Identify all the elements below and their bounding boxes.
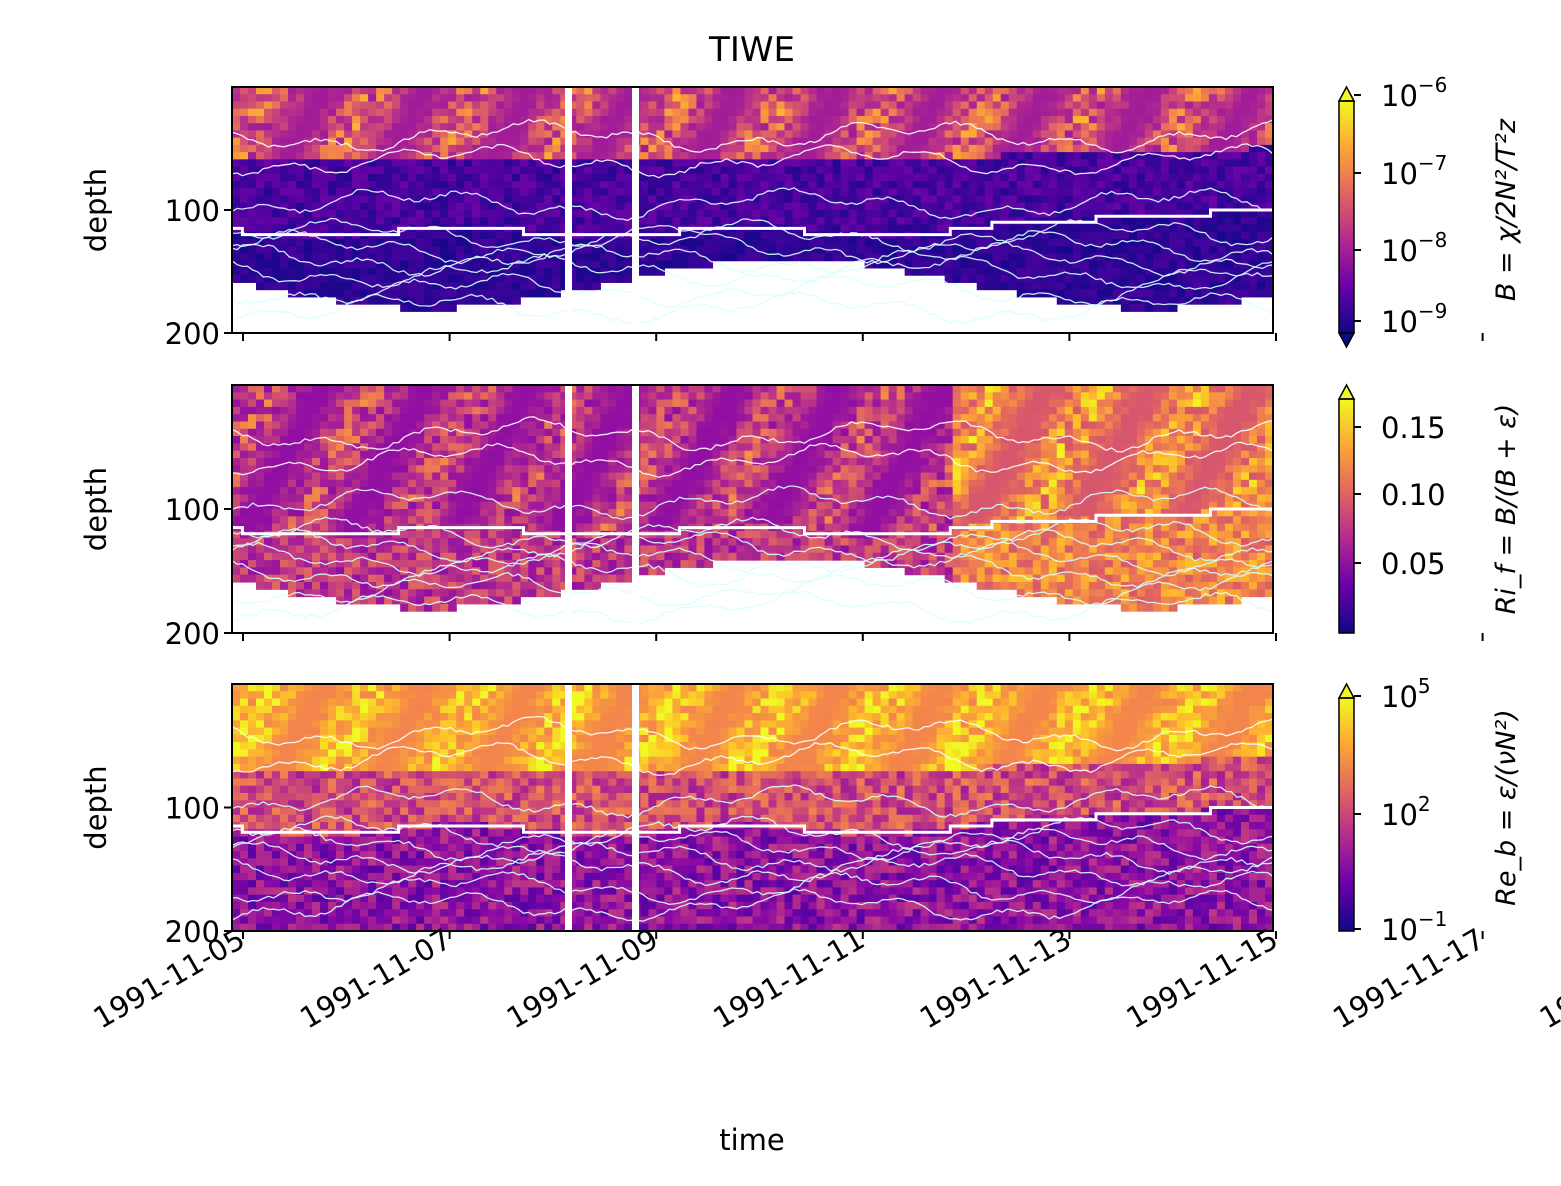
y-tick-label: 100 — [165, 194, 220, 228]
y-axis-label: depth — [79, 467, 113, 551]
mixed-layer-line — [232, 507, 1273, 536]
colorbar-2: 0.15 0.10 0.05 Ri_f = B/(B + ε) — [1337, 383, 1522, 634]
y-tick-label: 200 — [165, 915, 220, 949]
y-axis-label: depth — [79, 168, 113, 252]
data-gap — [565, 87, 572, 333]
y-tick-label: 200 — [165, 317, 220, 351]
mixed-layer-line — [232, 806, 1273, 834]
panel-3: 100 200 depth 105 102 10−1 Re_b = ε/(νN²) — [79, 674, 1522, 949]
colorbar-tick-label: 0.10 — [1381, 478, 1446, 512]
colorbar-tick-label: 0.15 — [1381, 411, 1446, 445]
data-gap — [632, 684, 639, 931]
x-tick-label: 1991-11-13 — [914, 922, 1077, 1036]
colorbar-label: Ri_f = B/(B + ε) — [1491, 404, 1522, 615]
colorbar-tick-label: 102 — [1381, 792, 1431, 832]
x-tick-label: 1991-11-11 — [707, 922, 870, 1036]
x-tick-label: 1991-11-15 — [1121, 922, 1284, 1036]
colorbar-tick-label: 0.05 — [1381, 547, 1446, 581]
colorbar-tick-label: 10−9 — [1381, 299, 1447, 339]
y-tick-label: 200 — [165, 617, 220, 651]
colorbar-3: 105 102 10−1 Re_b = ε/(νN²) — [1337, 674, 1522, 947]
data-gap — [565, 385, 572, 633]
colorbar-label: B = χ/2N²/T²z — [1491, 118, 1522, 301]
panel-1: 100 200 depth 10−6 10−7 10−8 10−9 B = χ/2N²/T²z — [79, 73, 1522, 351]
colorbar-tick-label: 10−8 — [1381, 228, 1447, 268]
figure-title: TIWE — [708, 30, 795, 70]
colorbar-tick-label: 10−7 — [1381, 151, 1447, 191]
mixed-layer-line — [232, 208, 1273, 237]
data-gap — [632, 385, 639, 633]
heatmap-cells — [232, 684, 1274, 932]
x-tick-label: 1991-11-09 — [501, 922, 664, 1036]
data-gap — [565, 684, 572, 931]
colorbar-tick-label: 10−6 — [1381, 73, 1447, 113]
colorbar-tick-label: 10−1 — [1381, 907, 1447, 947]
isopycnal-contours — [231, 715, 1274, 922]
y-tick-label: 100 — [165, 493, 220, 527]
isopycnal-contours — [231, 416, 1274, 624]
colorbar-1: 10−6 10−7 10−8 10−9 B = χ/2N²/T²z — [1337, 73, 1522, 349]
x-tick-label: 1991-11-19 — [1534, 922, 1561, 1036]
colorbar-label: Re_b = ε/(νN²) — [1491, 709, 1522, 906]
y-axis-label: depth — [79, 765, 113, 849]
data-gap — [632, 87, 639, 333]
y-tick-label: 100 — [165, 792, 220, 826]
isopycnal-contours — [231, 118, 1274, 325]
panel-2: 100 200 depth 0.15 0.10 0.05 Ri_f = B/(B + ε) — [79, 383, 1522, 651]
x-tick-label: 1991-11-07 — [294, 922, 457, 1036]
colorbar-tick-label: 105 — [1381, 674, 1431, 714]
x-axis-label: time — [719, 1123, 785, 1157]
